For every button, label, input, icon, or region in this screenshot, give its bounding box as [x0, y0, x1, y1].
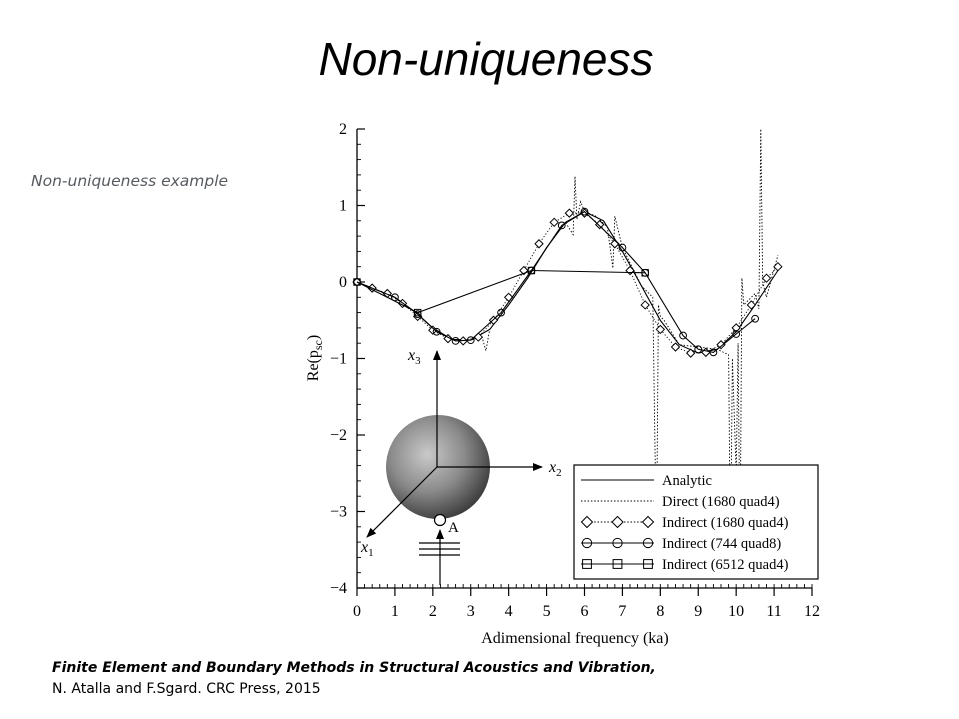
data-point: [640, 300, 650, 310]
x-tick-label: 0: [353, 603, 361, 620]
data-point: [432, 327, 441, 336]
data-point: [670, 342, 681, 352]
legend-entry: Indirect (744 quad8): [581, 536, 781, 552]
data-point: [679, 331, 687, 340]
data-point: [413, 308, 422, 317]
series-line: [356, 269, 646, 314]
data-point: [751, 314, 760, 323]
y-axis-label: Re(psc): [305, 335, 325, 381]
y-tick-label: 0: [339, 274, 347, 291]
data-point: [497, 308, 505, 317]
x-tick-label: 11: [766, 603, 781, 620]
data-point: [694, 345, 703, 354]
series-line: [356, 210, 756, 353]
reference-title: Finite Element and Boundary Methods in S…: [52, 660, 656, 676]
legend-marker: [642, 537, 654, 549]
y-axis-label-sub: sc: [311, 340, 325, 350]
axis-x1-arrow: [366, 466, 438, 538]
x-tick-label: 9: [694, 603, 702, 620]
x-tick-label: 2: [429, 603, 437, 620]
legend-marker: [582, 559, 592, 569]
point-a-label: A: [448, 520, 459, 536]
x-tick-label: 4: [505, 603, 513, 620]
legend-marker: [611, 515, 624, 529]
legend-entry: Indirect (6512 quad4): [581, 557, 789, 573]
side-caption: Non-uniqueness example: [31, 172, 229, 190]
legend-marker: [580, 515, 594, 529]
data-point: [761, 273, 772, 283]
legend-label: Analytic: [662, 473, 712, 489]
x-tick-label: 3: [467, 603, 475, 620]
page-title: Non-uniqueness: [318, 33, 654, 85]
series-layer: [352, 128, 783, 558]
y-tick-label: −2: [330, 427, 347, 444]
series-3: [353, 207, 760, 357]
legend-label: Direct (1680 quad4): [662, 494, 780, 510]
data-point: [451, 337, 460, 345]
x-tick-label: 6: [581, 603, 589, 620]
data-point: [353, 278, 361, 286]
data-point: [685, 348, 696, 358]
data-point: [732, 330, 741, 338]
x-tick-label: 7: [618, 603, 626, 620]
axis-x2-label: x2: [548, 459, 562, 479]
point-a-marker: [433, 513, 447, 527]
series-2: [352, 208, 783, 358]
series-0: [356, 210, 779, 354]
data-point: [773, 261, 783, 272]
y-tick-label: 1: [339, 198, 347, 215]
data-point: [412, 311, 423, 322]
data-point: [746, 300, 757, 310]
x-tick-label: 10: [728, 603, 744, 620]
data-point: [701, 347, 711, 358]
legend: Analytic Direct (1680 quad4) Indirect (168…: [573, 464, 819, 580]
data-point: [618, 243, 627, 252]
axis-x3-label: x3: [407, 347, 421, 367]
legend-label: Indirect (6512 quad4): [662, 557, 789, 573]
data-point: [580, 207, 589, 216]
sphere-inset: x3 x2 x1 A: [360, 347, 562, 585]
data-point: [549, 217, 559, 228]
series-line: [356, 212, 779, 354]
y-tick-label: −3: [330, 504, 347, 521]
legend-label: Indirect (744 quad8): [662, 536, 781, 552]
data-point: [579, 208, 590, 218]
data-point: [527, 266, 536, 275]
legend-marker: [641, 515, 655, 529]
x-tick-label: 1: [391, 603, 399, 620]
x-tick-label: 8: [656, 603, 664, 620]
reference-authors: N. Atalla and F.Sgard. CRC Press, 2015: [52, 681, 321, 697]
legend-entry: Indirect (1680 quad4): [580, 515, 789, 531]
legend-marker: [612, 537, 623, 549]
series-4: [353, 266, 649, 317]
data-point: [716, 340, 726, 350]
series-line: [356, 210, 779, 354]
data-point: [641, 269, 649, 277]
legend-label: Indirect (1680 quad4): [662, 515, 789, 531]
y-tick-label: 2: [339, 121, 347, 138]
data-point: [709, 348, 718, 357]
y-tick-label: −1: [330, 351, 347, 368]
x-ticks: 0 1 2 3 4 5 6 7 8 9 10 11 12: [353, 588, 820, 620]
legend-entry: Direct (1680 quad4): [581, 494, 780, 510]
x-axis-label: Adimensional frequency (ka): [481, 630, 668, 647]
x-tick-label: 5: [543, 603, 551, 620]
legend-entry: Analytic: [581, 473, 712, 489]
data-point: [534, 239, 544, 249]
y-tick-label: −4: [330, 580, 347, 597]
data-point: [466, 336, 475, 345]
data-point: [731, 323, 741, 333]
data-point: [557, 221, 566, 230]
data-point: [564, 208, 575, 218]
x-tick-label: 12: [804, 603, 820, 620]
axis-x1-label: x1: [360, 539, 374, 559]
legend-marker: [581, 537, 593, 549]
legend-marker: [612, 559, 623, 569]
data-point: [655, 324, 666, 335]
y-ticks: 2 1 0 −1 −2 −3 −4: [330, 121, 365, 597]
legend-marker: [643, 559, 653, 569]
